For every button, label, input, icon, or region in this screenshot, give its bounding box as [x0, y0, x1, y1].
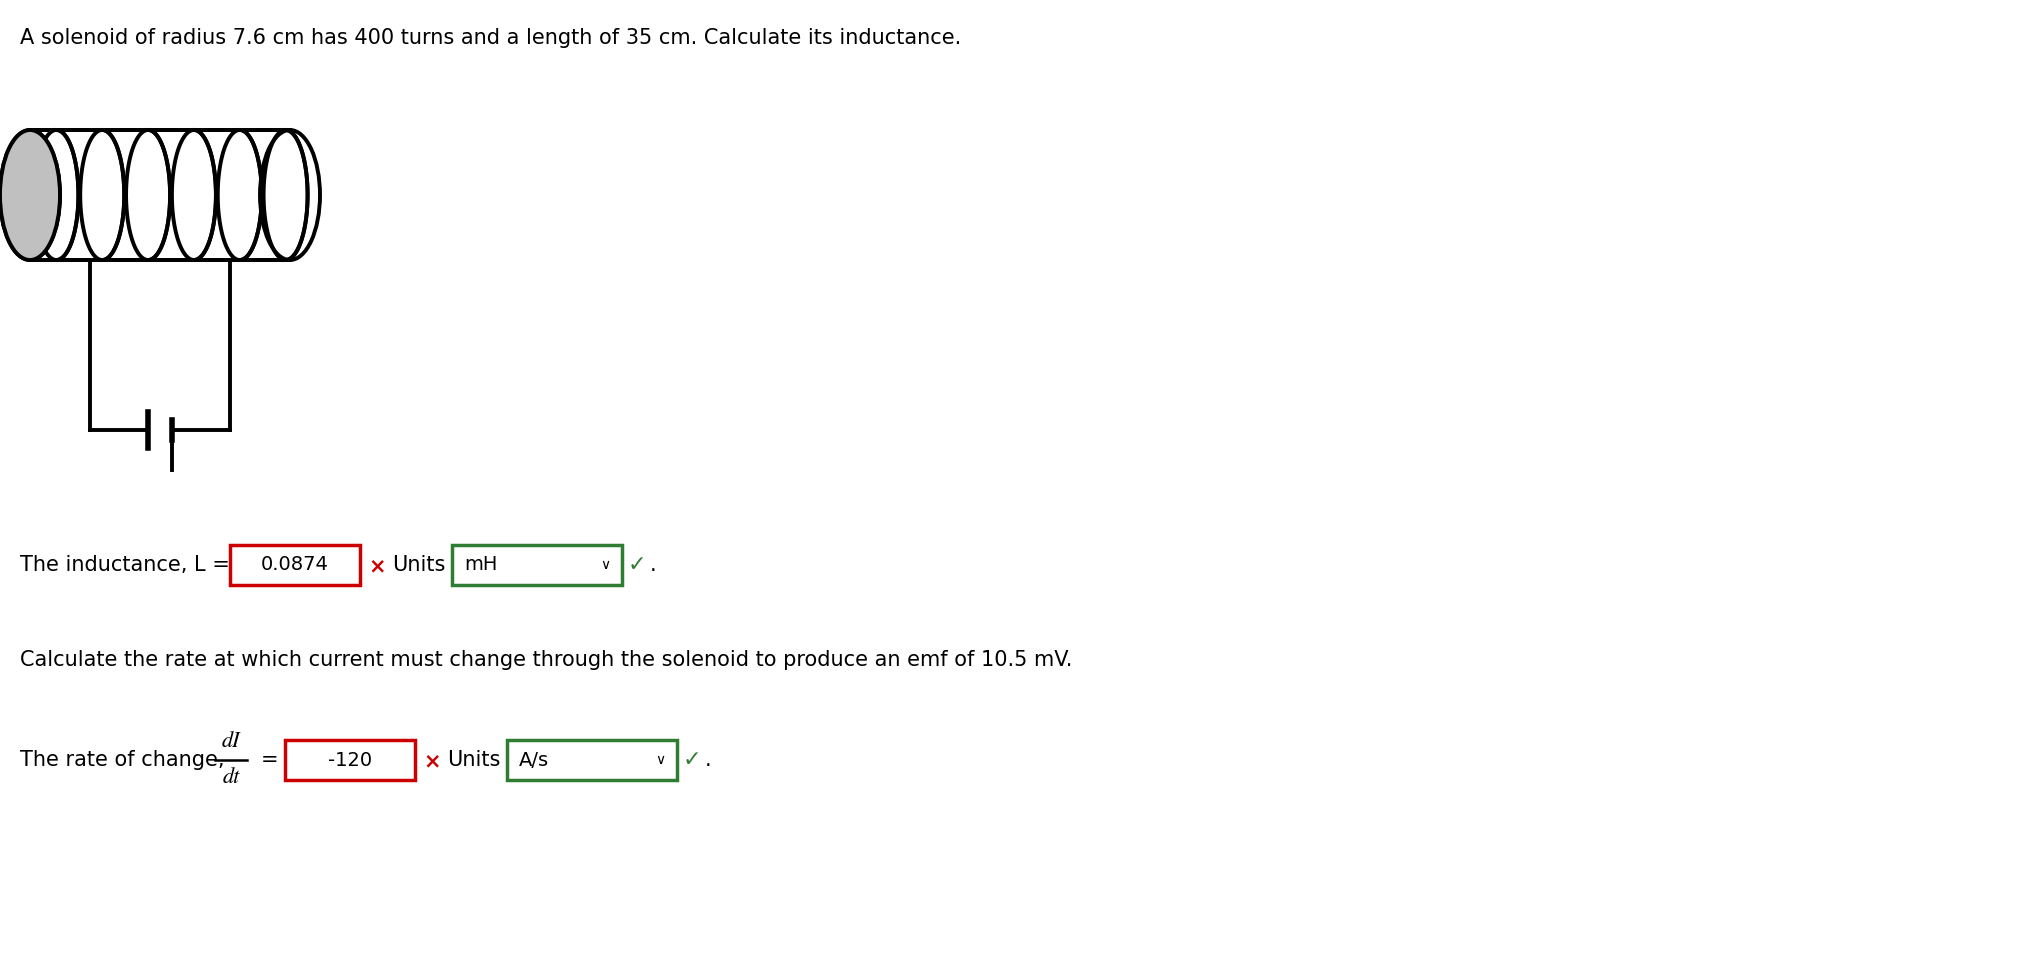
Text: ∨: ∨ [599, 558, 610, 572]
Text: The rate of change,: The rate of change, [20, 750, 224, 770]
Polygon shape [30, 130, 291, 260]
Text: The inductance, L =: The inductance, L = [20, 555, 230, 575]
Ellipse shape [0, 130, 61, 260]
Text: ✓: ✓ [628, 555, 646, 575]
Text: ✓: ✓ [683, 750, 701, 770]
FancyBboxPatch shape [451, 545, 622, 585]
Text: .: . [705, 750, 711, 770]
Text: ×: × [423, 751, 441, 771]
Text: A/s: A/s [518, 751, 549, 770]
Text: -120: -120 [327, 751, 372, 770]
Text: Units: Units [447, 750, 500, 770]
Text: Calculate the rate at which current must change through the solenoid to produce : Calculate the rate at which current must… [20, 650, 1073, 670]
Ellipse shape [260, 130, 319, 260]
FancyBboxPatch shape [284, 740, 415, 780]
Text: .: . [650, 555, 656, 575]
FancyBboxPatch shape [508, 740, 677, 780]
Text: ×: × [368, 556, 386, 576]
Text: A solenoid of radius 7.6 cm has 400 turns and a length of 35 cm. Calculate its i: A solenoid of radius 7.6 cm has 400 turn… [20, 28, 961, 48]
FancyBboxPatch shape [230, 545, 360, 585]
Text: dt: dt [221, 767, 240, 788]
Text: =: = [260, 750, 278, 770]
Ellipse shape [0, 130, 61, 260]
Text: 0.0874: 0.0874 [260, 556, 329, 574]
Text: ∨: ∨ [654, 753, 664, 767]
Text: dI: dI [221, 732, 240, 753]
Text: Units: Units [392, 555, 445, 575]
Text: mH: mH [463, 556, 498, 574]
